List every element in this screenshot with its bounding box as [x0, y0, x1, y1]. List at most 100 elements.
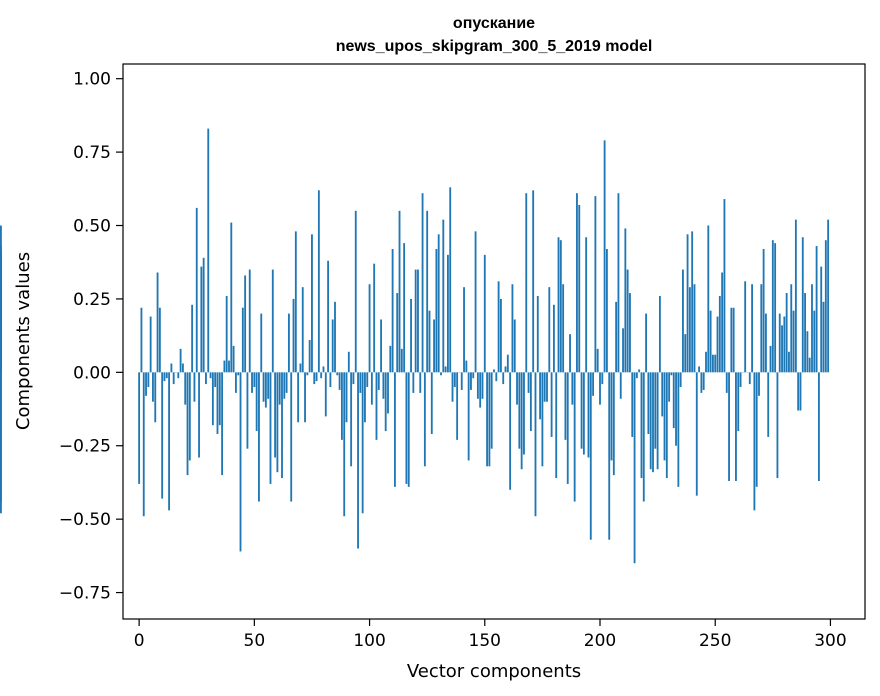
bar: [744, 281, 747, 373]
bar: [806, 331, 809, 373]
bar: [820, 266, 823, 373]
bar: [594, 196, 597, 373]
bar: [423, 372, 426, 467]
bar: [218, 372, 221, 426]
bar: [384, 372, 387, 432]
bar: [373, 263, 376, 373]
bar: [304, 372, 306, 423]
bar: [711, 354, 714, 373]
bar: [202, 257, 205, 373]
bar: [608, 372, 611, 540]
bar: [585, 237, 588, 373]
bar: [322, 366, 325, 373]
bar: [589, 372, 592, 540]
bar: [552, 304, 555, 373]
bar: [426, 210, 429, 373]
bar: [504, 366, 507, 373]
bar: [407, 372, 410, 487]
bar: [771, 240, 774, 373]
bar: [324, 372, 327, 417]
bars-group: [0, 128, 830, 564]
bar: [541, 372, 544, 467]
y-tick-label: −0.25: [59, 437, 111, 457]
bar: [285, 372, 288, 393]
bar: [276, 372, 279, 473]
bar: [753, 372, 756, 511]
bar: [403, 243, 406, 373]
bar: [433, 319, 436, 373]
bar: [693, 284, 696, 373]
bar: [195, 207, 198, 373]
y-tick-label: −0.50: [59, 510, 111, 530]
bar: [476, 372, 479, 399]
bar: [808, 357, 811, 373]
chart-subtitle: news_upos_skipgram_300_5_2019 model: [336, 38, 653, 55]
bar: [168, 372, 171, 511]
bar: [663, 372, 666, 461]
bar: [230, 222, 233, 373]
bar: [345, 372, 348, 423]
bar: [327, 260, 330, 373]
bar: [645, 313, 648, 373]
bar: [557, 237, 560, 373]
bar: [387, 372, 389, 414]
bar: [147, 372, 150, 388]
bar: [440, 372, 442, 376]
bar: [573, 372, 576, 502]
bar: [654, 372, 657, 449]
bar: [232, 345, 235, 373]
x-tick-label: 50: [244, 631, 266, 651]
bar: [465, 360, 468, 373]
bar: [405, 372, 408, 484]
bar: [361, 372, 364, 514]
bar: [158, 307, 161, 373]
bar: [315, 372, 318, 382]
chart-title: опускание: [453, 15, 535, 32]
bar: [278, 372, 281, 405]
bar: [357, 372, 359, 549]
bar: [605, 249, 608, 373]
bar: [529, 372, 532, 432]
bar: [781, 325, 783, 373]
x-tick-label: 200: [584, 631, 616, 651]
bar: [525, 193, 528, 373]
bar: [184, 372, 187, 405]
bar: [221, 372, 224, 476]
bar: [596, 348, 599, 373]
bar: [776, 372, 779, 479]
bar: [412, 372, 415, 393]
bar: [400, 348, 403, 373]
bar: [502, 372, 505, 385]
bar: [290, 372, 293, 502]
bar: [509, 372, 512, 490]
bar: [603, 140, 606, 373]
bar: [626, 269, 629, 373]
bar: [223, 360, 226, 373]
bar: [592, 372, 595, 396]
bar: [336, 372, 339, 376]
bar: [751, 284, 754, 373]
x-ticks: 0 50 100 150 200 250 300: [134, 619, 847, 651]
bar: [702, 372, 705, 390]
bar: [207, 128, 210, 373]
bar: [428, 310, 431, 373]
bar: [380, 319, 383, 373]
bar: [274, 372, 277, 458]
bar: [523, 372, 525, 455]
bar: [377, 372, 380, 390]
bar: [251, 372, 253, 393]
bar: [421, 193, 424, 373]
bar: [631, 372, 634, 437]
bar: [246, 372, 249, 449]
bar: [801, 237, 804, 373]
bar: [396, 293, 399, 373]
bar: [686, 234, 689, 373]
y-axis-label: Components values: [13, 252, 34, 430]
bar: [391, 249, 394, 373]
bar: [516, 372, 518, 405]
bar: [292, 298, 295, 373]
bar: [813, 310, 816, 373]
bar: [253, 372, 256, 388]
bar: [550, 372, 553, 437]
bar: [317, 190, 320, 373]
